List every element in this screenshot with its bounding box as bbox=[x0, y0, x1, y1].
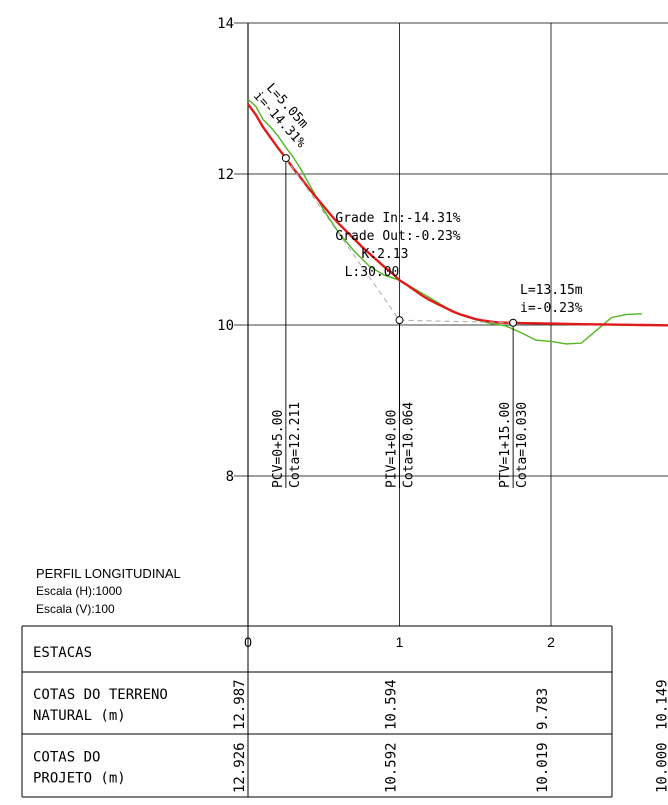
x-tick-label: 2 bbox=[547, 634, 555, 650]
cell-value: 10.594 bbox=[384, 679, 400, 730]
cell-value: 12.987 bbox=[232, 679, 248, 730]
pvi-marker bbox=[395, 316, 404, 325]
pvi-elevation-label: Cota=10.030 bbox=[515, 402, 530, 488]
grade-in-label: Grade In:-14.31% bbox=[335, 211, 460, 226]
grade-out-label: Grade Out:-0.23% bbox=[335, 229, 460, 244]
y-tick-label: 14 bbox=[217, 16, 234, 32]
k-label: K:2.13 bbox=[362, 247, 409, 262]
row-label: PROJETO (m) bbox=[33, 771, 126, 787]
data-table: 0122+8.15ESTACASCOTAS DO TERRENONATURAL … bbox=[21, 625, 668, 798]
x-tick-label: 1 bbox=[396, 634, 404, 650]
chart-title: PERFIL LONGITUDINAL bbox=[36, 566, 181, 581]
row-label: NATURAL (m) bbox=[33, 708, 126, 724]
seg2-slope-label: i=-0.23% bbox=[520, 301, 583, 316]
cell-value: 10.149 bbox=[654, 679, 668, 730]
pvi-elevation-label: Cota=10.064 bbox=[402, 402, 417, 488]
cell-value: 10.019 bbox=[535, 742, 551, 793]
seg2-length-label: L=13.15m bbox=[520, 283, 583, 298]
y-tick-labels: 8 10 12 14 bbox=[217, 16, 234, 485]
tangents-line bbox=[285, 157, 514, 324]
pvi-station-label: PTV=1+15.00 bbox=[498, 402, 513, 488]
terrain-line bbox=[247, 98, 642, 345]
pvi-station-label: PIV=1+0.00 bbox=[385, 410, 400, 488]
cell-value: 10.000 bbox=[654, 742, 668, 793]
pvi-elevation-label: Cota=12.211 bbox=[288, 402, 303, 488]
pvi-markers: PCV=0+5.00 Cota=12.211 PIV=1+0.00 Cota=10.0… bbox=[271, 154, 530, 488]
row-label: COTAS DO TERRENO bbox=[33, 687, 168, 703]
curve-length-label: L:30.00 bbox=[345, 265, 400, 280]
scale-caption: PERFIL LONGITUDINAL Escala (H):1000 Esca… bbox=[36, 566, 181, 616]
pvi-marker bbox=[281, 154, 290, 163]
y-tick-label: 8 bbox=[226, 469, 234, 485]
pvi-station-label: PCV=0+5.00 bbox=[271, 410, 286, 488]
cell-value: 12.926 bbox=[232, 742, 248, 793]
y-tick-label: 12 bbox=[217, 167, 234, 183]
x-tick-label: 0 bbox=[244, 634, 252, 650]
annotations: L=5.05m i=-14.31% Grade In:-14.31% Grade… bbox=[250, 81, 583, 316]
y-tick-label: 10 bbox=[217, 318, 234, 334]
cell-value: 9.783 bbox=[535, 688, 551, 730]
pvi-marker bbox=[509, 318, 518, 327]
row-label: COTAS DO bbox=[33, 750, 100, 766]
scale-v: Escala (V):100 bbox=[36, 602, 115, 616]
row-label: ESTACAS bbox=[33, 645, 92, 661]
scale-h: Escala (H):1000 bbox=[36, 584, 122, 598]
cell-value: 10.592 bbox=[384, 742, 400, 793]
